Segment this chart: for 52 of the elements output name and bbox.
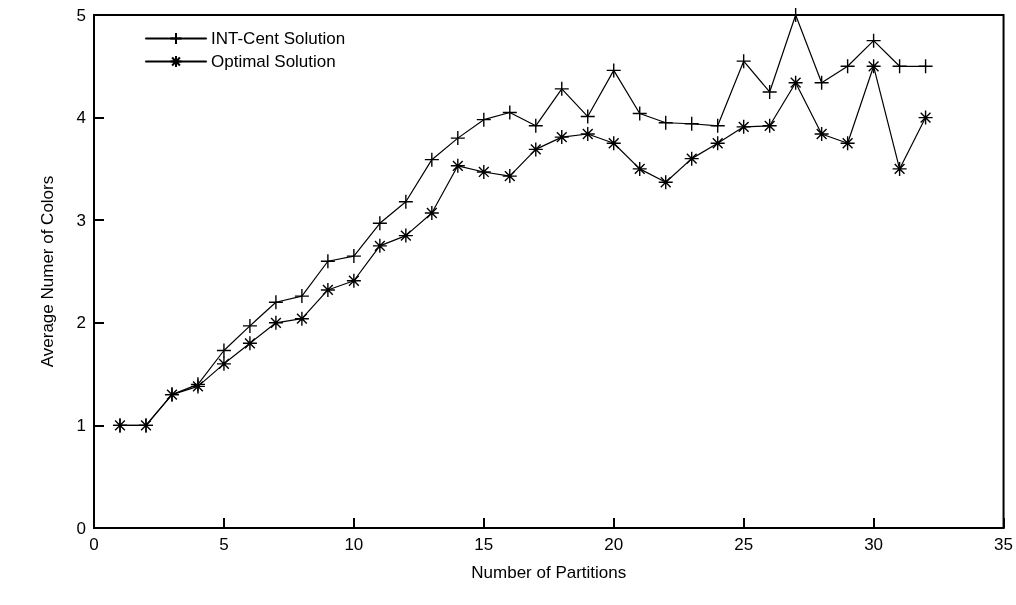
point: [216, 356, 232, 372]
legend-label: INT-Cent Solution: [211, 29, 346, 48]
point: [735, 119, 752, 135]
y-tick-label: 5: [76, 5, 86, 25]
point: [891, 161, 908, 177]
x-tick-label: 35: [994, 535, 1014, 554]
point: [398, 227, 414, 244]
y-tick-label: 1: [76, 415, 86, 435]
point: [787, 75, 804, 91]
point: [424, 205, 440, 221]
y-tick-label: 3: [76, 210, 86, 230]
point: [476, 164, 492, 180]
point: [502, 104, 518, 121]
point: [580, 126, 596, 142]
point: [372, 238, 388, 254]
point: [658, 174, 674, 190]
point: [502, 168, 518, 184]
x-tick-label: 5: [219, 535, 229, 554]
legend-label: Optimal Solution: [211, 52, 336, 71]
point: [839, 135, 856, 151]
x-tick-label: 25: [734, 535, 754, 554]
point: [709, 135, 726, 151]
point: [917, 109, 934, 126]
y-axis-title: Average Numer of Colors: [38, 175, 57, 368]
x-tick-label: 10: [344, 535, 364, 554]
point: [268, 315, 284, 331]
point: [450, 158, 466, 174]
y-tick-label: 4: [76, 108, 86, 128]
point: [839, 58, 856, 74]
y-tick-label: 0: [76, 518, 86, 538]
point: [346, 273, 362, 289]
point: [606, 135, 622, 151]
point: [554, 129, 570, 145]
point: [813, 126, 830, 142]
point: [684, 150, 700, 167]
x-axis-title: Number of Partitions: [471, 563, 627, 582]
point: [632, 161, 648, 177]
point: [761, 118, 778, 134]
point: [865, 32, 882, 49]
point: [320, 282, 336, 298]
point: [580, 108, 596, 125]
point: [632, 105, 648, 122]
x-tick-label: 20: [604, 535, 624, 554]
x-tick-label: 0: [89, 535, 99, 554]
point: [294, 311, 310, 327]
y-tick-label: 2: [76, 313, 86, 333]
point: [242, 335, 258, 352]
point: [528, 141, 544, 158]
x-tick-label: 15: [474, 535, 494, 554]
point: [216, 342, 232, 359]
point: [865, 58, 882, 74]
x-tick-label: 30: [864, 535, 884, 554]
